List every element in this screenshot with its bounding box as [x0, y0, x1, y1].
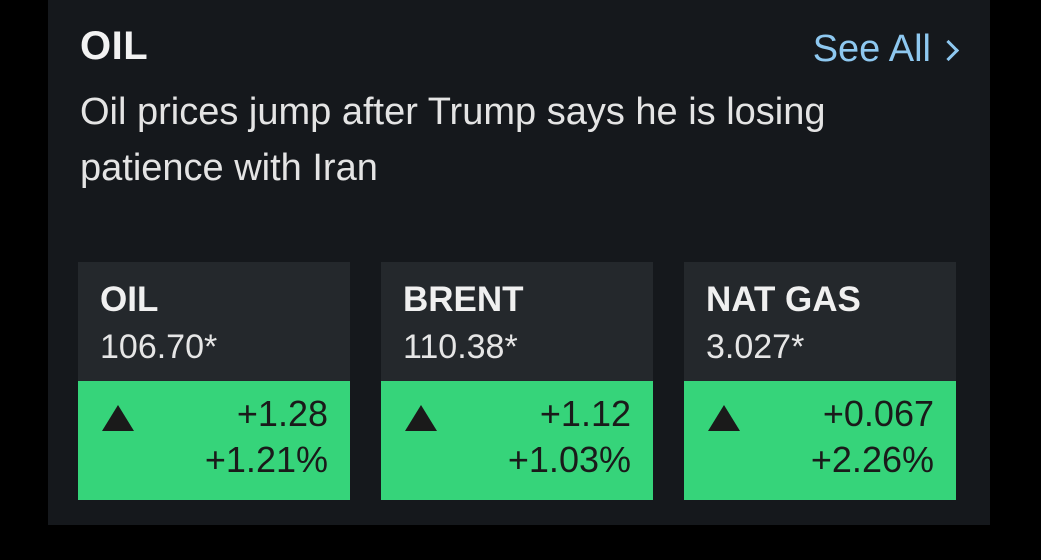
oil-news-panel: OIL See All Oil prices jump after Trump …	[48, 0, 990, 525]
quote-change-box: +1.28 +1.21%	[78, 381, 350, 500]
quote-change-box: +1.12 +1.03%	[381, 381, 653, 500]
chevron-right-icon	[937, 39, 960, 62]
quote-change-box: +0.067 +2.26%	[684, 381, 956, 500]
quote-change-percent: +1.21%	[204, 439, 328, 480]
see-all-label: See All	[812, 28, 931, 70]
quote-change: +1.12	[539, 393, 631, 434]
triangle-up-icon	[102, 405, 134, 431]
triangle-up-icon	[708, 405, 740, 431]
quote-card-nat-gas[interactable]: NAT GAS 3.027* +0.067 +2.26%	[684, 262, 956, 500]
headline-link[interactable]: Oil prices jump after Trump says he is l…	[80, 91, 826, 189]
quote-change: +1.28	[236, 393, 328, 434]
quote-price: 110.38*	[403, 328, 518, 366]
quote-change-percent: +1.03%	[507, 439, 631, 480]
quote-name: NAT GAS	[706, 280, 861, 319]
triangle-up-icon	[405, 405, 437, 431]
quote-change: +0.067	[822, 393, 934, 434]
quote-card-oil[interactable]: OIL 106.70* +1.28 +1.21%	[78, 262, 350, 500]
quote-name: BRENT	[403, 280, 524, 319]
see-all-link[interactable]: See All	[812, 28, 960, 71]
quote-change-percent: +2.26%	[810, 439, 934, 480]
quote-price: 106.70*	[100, 328, 218, 366]
quote-card-brent[interactable]: BRENT 110.38* +1.12 +1.03%	[381, 262, 653, 500]
quote-price: 3.027*	[706, 328, 805, 366]
section-title: OIL	[80, 24, 149, 68]
quote-name: OIL	[100, 280, 159, 319]
